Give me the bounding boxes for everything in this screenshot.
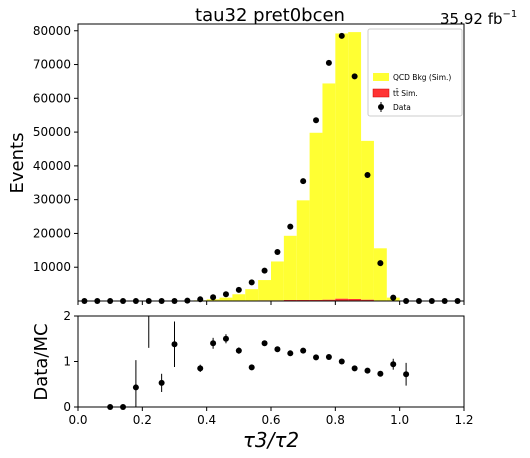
data-point [210, 294, 217, 301]
lumi-exponent: −1 [503, 9, 518, 20]
ratio-point [132, 384, 139, 391]
ratio-point [377, 370, 384, 377]
lumi-text: 35.92 fb−1 [440, 9, 517, 28]
y-tick-label: 10000 [33, 260, 71, 274]
ratio-y-tick-label: 0 [63, 400, 71, 414]
x-tick-label: 0.6 [261, 413, 280, 427]
ratio-point [300, 347, 307, 354]
x-tick-label: 1.2 [454, 413, 473, 427]
data-point [390, 294, 397, 301]
data-point [235, 286, 242, 293]
main-panel: 10000 20000 30000 40000 50000 60000 70000 80000 [33, 23, 465, 305]
ttbar-bar [361, 299, 374, 301]
ttbar-bar [309, 299, 323, 301]
ratio-point [261, 340, 268, 347]
x-tick-label: 0.0 [68, 413, 87, 427]
legend-label-qcd: QCD Bkg (Sim.) [393, 73, 451, 82]
legend-label-data: Data [393, 103, 411, 112]
ratio-point [364, 367, 371, 374]
x-axis-label: τ3/τ2 [243, 428, 299, 452]
lumi-value: 35.92 fb [440, 10, 503, 28]
ratio-y-ticks: 0 1 2 [63, 309, 78, 414]
ttbar-bar [296, 299, 310, 301]
qcd-bar [361, 140, 374, 300]
data-point [325, 59, 332, 66]
data-point [364, 171, 371, 178]
y-tick-label: 80000 [33, 24, 71, 38]
legend-marker-data [378, 104, 384, 110]
qcd-bar [348, 32, 362, 299]
x-tick-label: 0.2 [133, 413, 152, 427]
qcd-bar [232, 294, 246, 301]
qcd-bar [335, 33, 349, 299]
y-tick-label: 70000 [33, 58, 71, 72]
ratio-panel: 0 1 2 0.0 0.2 0.4 0.6 0.8 1.0 1.2 [63, 309, 473, 427]
main-x-ticks [77, 301, 465, 305]
data-point [261, 267, 268, 274]
ttbar-bar [322, 299, 336, 301]
qcd-bar [322, 83, 336, 300]
qcd-bar [258, 280, 271, 301]
legend: QCD Bkg (Sim.) tt̄ Sim. Data [367, 28, 463, 117]
qcd-bar [283, 235, 297, 300]
chart-title: tau32 pret0bcen [195, 5, 345, 26]
main-y-ticks: 10000 20000 30000 40000 50000 60000 70000 80000 [33, 24, 78, 274]
data-point [248, 279, 255, 286]
ratio-x-ticks: 0.0 0.2 0.4 0.6 0.8 1.0 1.2 [68, 407, 474, 427]
y-tick-label: 20000 [33, 226, 71, 240]
ratio-point [287, 350, 294, 357]
ratio-point [197, 365, 204, 372]
qcd-bar [219, 297, 233, 301]
data-point [313, 117, 320, 124]
data-point [222, 291, 229, 298]
data-point [377, 260, 384, 267]
ratio-point [235, 347, 242, 354]
y-tick-label: 30000 [33, 193, 71, 207]
legend-swatch-qcd [373, 73, 389, 81]
ratio-point [403, 371, 410, 378]
qcd-bar [271, 261, 284, 301]
qcd-bar [373, 248, 387, 301]
ratio-point [158, 379, 165, 386]
y-tick-label: 50000 [33, 125, 71, 139]
qcd-bar [296, 200, 310, 300]
qcd-bar [245, 289, 259, 301]
ratio-point [338, 358, 345, 365]
ratio-point [325, 353, 332, 360]
ratio-point [351, 365, 358, 372]
ttbar-bar [335, 298, 349, 301]
y-tick-label: 40000 [33, 159, 71, 173]
ratio-point [390, 361, 397, 368]
lumi-label: 35.92 fb−1 [440, 9, 517, 28]
x-tick-label: 0.4 [197, 413, 216, 427]
ratio-point [248, 364, 255, 371]
data-point [351, 73, 358, 80]
y-tick-label: 60000 [33, 91, 71, 105]
ttbar-bar [283, 299, 297, 301]
ratio-points [107, 316, 410, 410]
legend-swatch-ttbar [372, 88, 390, 98]
histogram-bars [180, 32, 400, 301]
main-y-axis-label: Events [7, 133, 28, 194]
legend-label-ttbar: tt̄ Sim. [393, 89, 418, 98]
data-point [274, 249, 281, 256]
data-point [287, 223, 294, 230]
data-point [300, 178, 307, 185]
x-tick-label: 1.0 [390, 413, 409, 427]
qcd-bar [309, 132, 323, 300]
ratio-y-tick-label: 2 [63, 309, 71, 323]
data-point [338, 32, 345, 39]
ttbar-bar [348, 298, 362, 301]
ratio-point [222, 335, 229, 342]
x-tick-label: 0.8 [326, 413, 345, 427]
legend-frame [367, 28, 463, 117]
ratio-point [274, 346, 281, 353]
ratio-point [313, 354, 320, 361]
ratio-y-axis-label: Data/MC [31, 323, 52, 400]
ratio-y-tick-label: 1 [63, 355, 71, 369]
ratio-point [171, 341, 178, 348]
ratio-point [210, 340, 217, 347]
